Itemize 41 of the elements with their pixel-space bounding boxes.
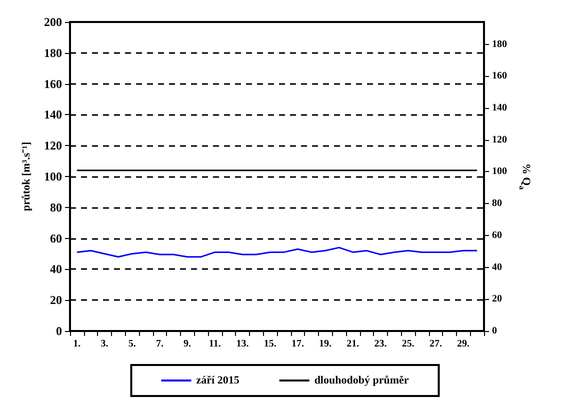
y2-tick-label: 100 (492, 166, 507, 178)
y-tick-label: 40 (50, 262, 62, 276)
y2-tick-label: 80 (492, 198, 502, 210)
y-tick-label: 200 (44, 15, 62, 29)
x-tick-label: 11. (208, 338, 222, 350)
y2-tick-label: 160 (492, 70, 507, 82)
x-tick-label: 27. (429, 338, 442, 350)
x-tick-label: 17. (291, 338, 304, 350)
y2-axis-title: % Qa (517, 163, 532, 190)
x-tick-label: 9. (184, 338, 192, 350)
x-tick-label: 3. (100, 338, 109, 350)
legend-label: září 2015 (196, 374, 240, 386)
x-tick-label: 29. (457, 338, 470, 350)
y-tick-label: 60 (50, 231, 62, 246)
y-tick-label: 100 (44, 170, 62, 184)
x-tick-label: 5. (128, 338, 136, 350)
y2-tick-label: 180 (492, 38, 507, 50)
legend-label: dlouhodobý průměr (314, 374, 409, 386)
y-tick-label: 20 (50, 293, 62, 308)
y-tick-label: 180 (44, 46, 62, 60)
y2-tick-label: 60 (492, 230, 502, 241)
y2-tick-label: 0 (492, 326, 497, 336)
x-tick-label: 25. (402, 338, 415, 350)
y2-tick-label: 140 (492, 102, 507, 114)
y-tick-label: 140 (44, 108, 62, 122)
y2-tick-label: 120 (492, 134, 507, 146)
y-tick-label: 120 (44, 138, 62, 153)
x-tick-label: 13. (236, 338, 250, 350)
x-tick-label: 7. (156, 338, 164, 350)
x-tick-label: 1. (73, 338, 82, 350)
y2-tick-label: 20 (492, 294, 502, 305)
x-tick-label: 23. (374, 338, 388, 350)
y-tick-label: 0 (56, 324, 62, 338)
y-axis-title: průtok [m³.s⁻¹] (20, 142, 32, 212)
y-tick-label: 80 (50, 200, 62, 214)
x-tick-label: 15. (264, 338, 277, 350)
line-series (76, 246, 478, 258)
x-tick-label: 19. (319, 338, 332, 350)
x-tick-label: 21. (346, 338, 360, 350)
y-tick-label: 160 (44, 76, 62, 91)
y2-tick-label: 40 (492, 262, 502, 273)
